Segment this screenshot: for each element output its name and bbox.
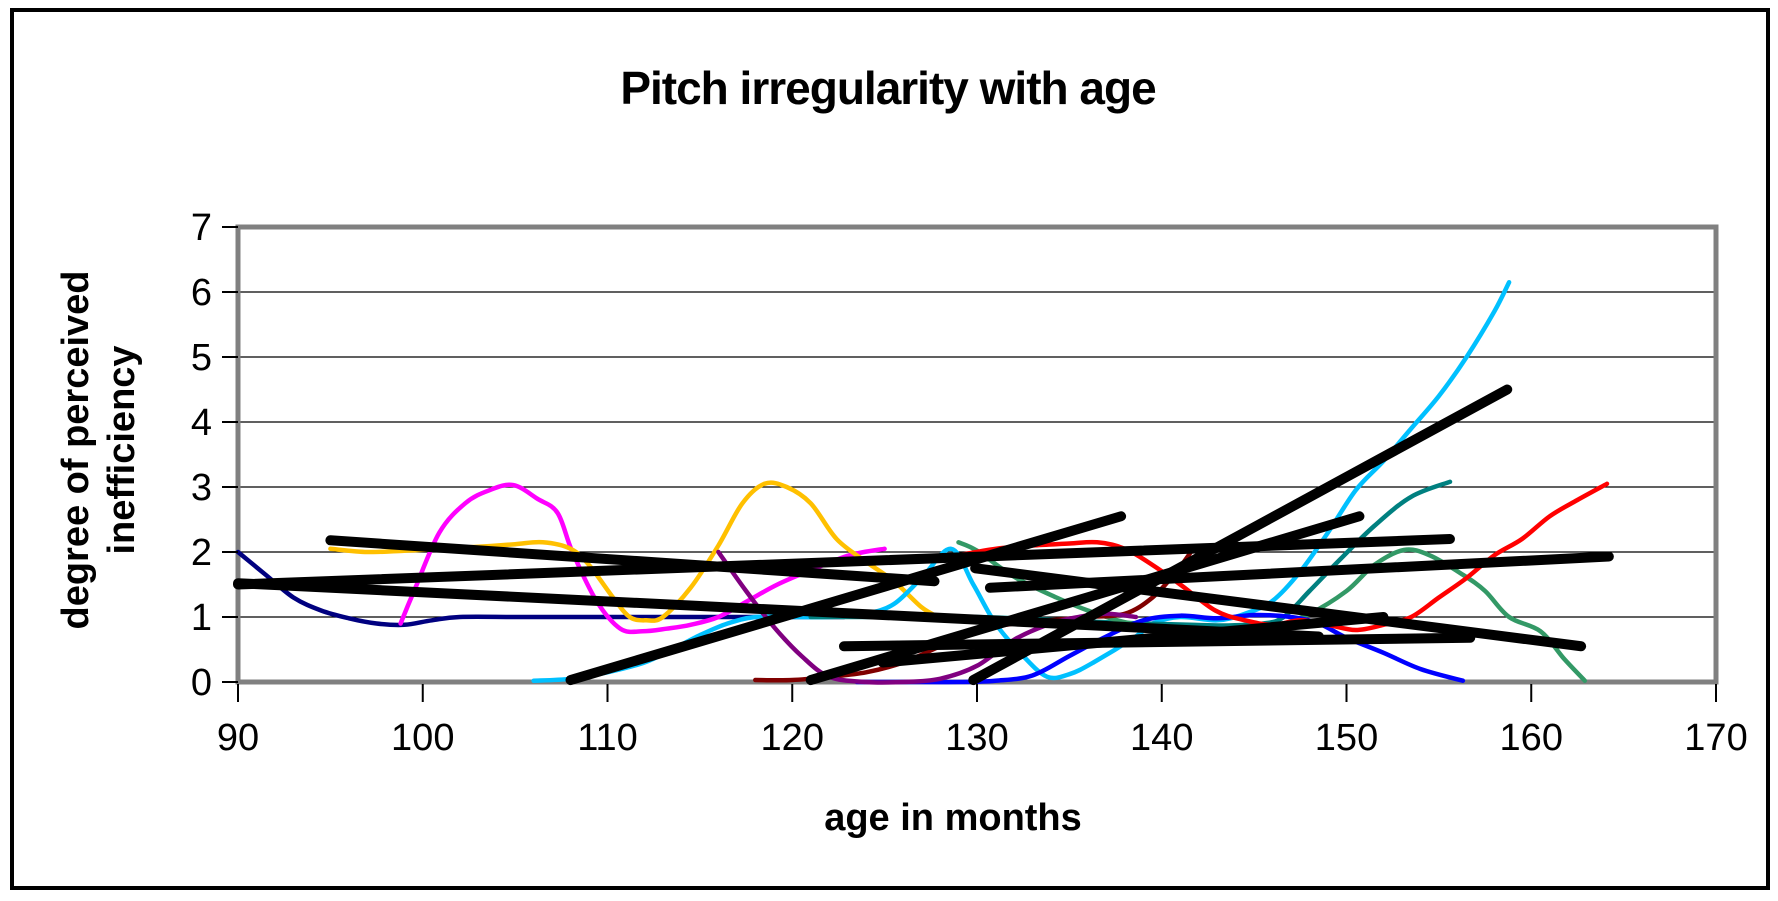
x-tick-label-170: 170: [1684, 717, 1747, 759]
trendline-10: [970, 563, 1587, 652]
y-tick-label-4: 4: [191, 402, 212, 444]
y-tick-label-6: 6: [191, 272, 212, 314]
x-tick-label-120: 120: [761, 717, 824, 759]
trendline-4: [565, 511, 1127, 686]
x-tick-label-160: 160: [1500, 717, 1563, 759]
trendline-1: [325, 535, 940, 587]
series-purple-line: [716, 549, 1139, 685]
chart-title: Pitch irregularity with age: [620, 62, 1156, 114]
x-axis-title: age in months: [824, 797, 1082, 839]
y-tick-label-0: 0: [191, 662, 212, 704]
trendline-5: [805, 511, 1365, 686]
series-magenta-line: [398, 482, 887, 635]
series-navy-line: [235, 549, 847, 628]
plot-area-border: [235, 224, 1719, 685]
figure-border: [10, 8, 1770, 890]
x-tick-label-110: 110: [577, 717, 638, 759]
y-tick-label-2: 2: [191, 532, 212, 574]
y-tick-label-7: 7: [191, 207, 212, 249]
y-axis-title-line2: inefficiency: [101, 345, 143, 554]
plot-border: [235, 224, 1719, 685]
y-tick-label-3: 3: [191, 467, 212, 509]
trendlines: [233, 384, 1614, 686]
x-tick-label-130: 130: [945, 717, 1008, 759]
trendline-6: [968, 384, 1513, 686]
y-tick-label-5: 5: [191, 337, 212, 379]
axis-ticks: [222, 226, 1717, 702]
y-tick-label-1: 1: [191, 597, 212, 639]
x-tick-label-100: 100: [391, 717, 454, 759]
x-tick-label-90: 90: [217, 717, 259, 759]
trendline-3: [233, 578, 1324, 642]
tick-labels: 90 100 110 120 130 140 150 160 170 0 1 2 3 4 5 6 7: [191, 207, 1748, 759]
series-cyan-line: [531, 280, 1512, 683]
y-axis-title-line1: degree of perceived: [55, 270, 97, 629]
trendline-8: [877, 612, 1389, 668]
x-tick-label-140: 140: [1130, 717, 1193, 759]
x-tick-label-150: 150: [1315, 717, 1378, 759]
